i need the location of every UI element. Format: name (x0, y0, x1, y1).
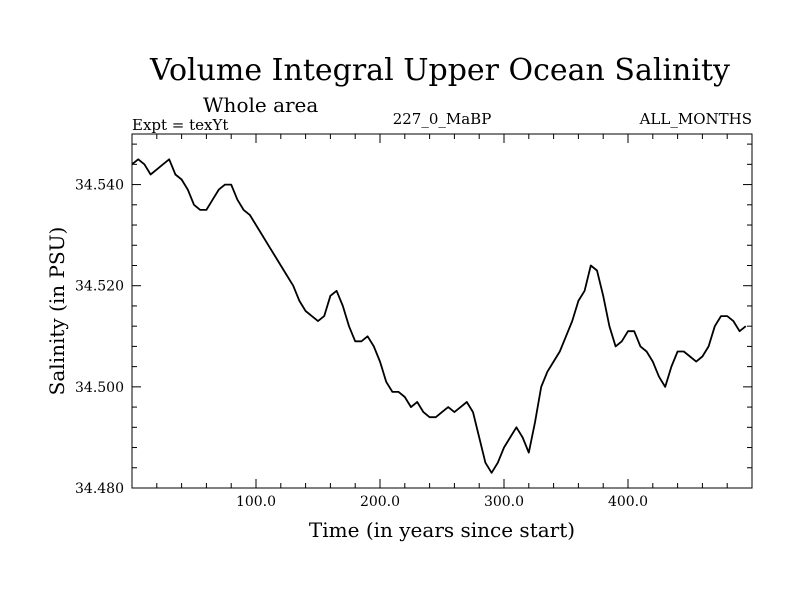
x-tick-label: 400.0 (608, 494, 648, 510)
chart-title: Volume Integral Upper Ocean Salinity (149, 53, 730, 88)
y-tick-label: 34.540 (75, 178, 124, 194)
axis-ticks (132, 134, 752, 489)
y-tick-label: 34.520 (75, 279, 124, 295)
x-tick-label: 200.0 (360, 494, 400, 510)
plot-frame (131, 133, 753, 489)
y-tick-label: 34.480 (75, 481, 124, 497)
chart-subtitle: Whole area (203, 93, 318, 117)
expt-label: Expt = texYt (132, 116, 228, 134)
x-axis-label: Time (in years since start) (309, 518, 575, 542)
run-label: 227_0_MaBP (393, 110, 492, 128)
months-label: ALL_MONTHS (639, 110, 752, 128)
series-layer (131, 158, 747, 474)
x-tick-label: 300.0 (484, 494, 524, 510)
salinity-series-line (131, 158, 747, 474)
y-axis-label: Salinity (in PSU) (45, 227, 69, 396)
axis-tick-labels: 100.0 200.0 300.0 400.0 34.480 34.500 34.520 34… (75, 178, 648, 510)
y-tick-label: 34.500 (75, 380, 124, 396)
x-tick-label: 100.0 (236, 494, 276, 510)
